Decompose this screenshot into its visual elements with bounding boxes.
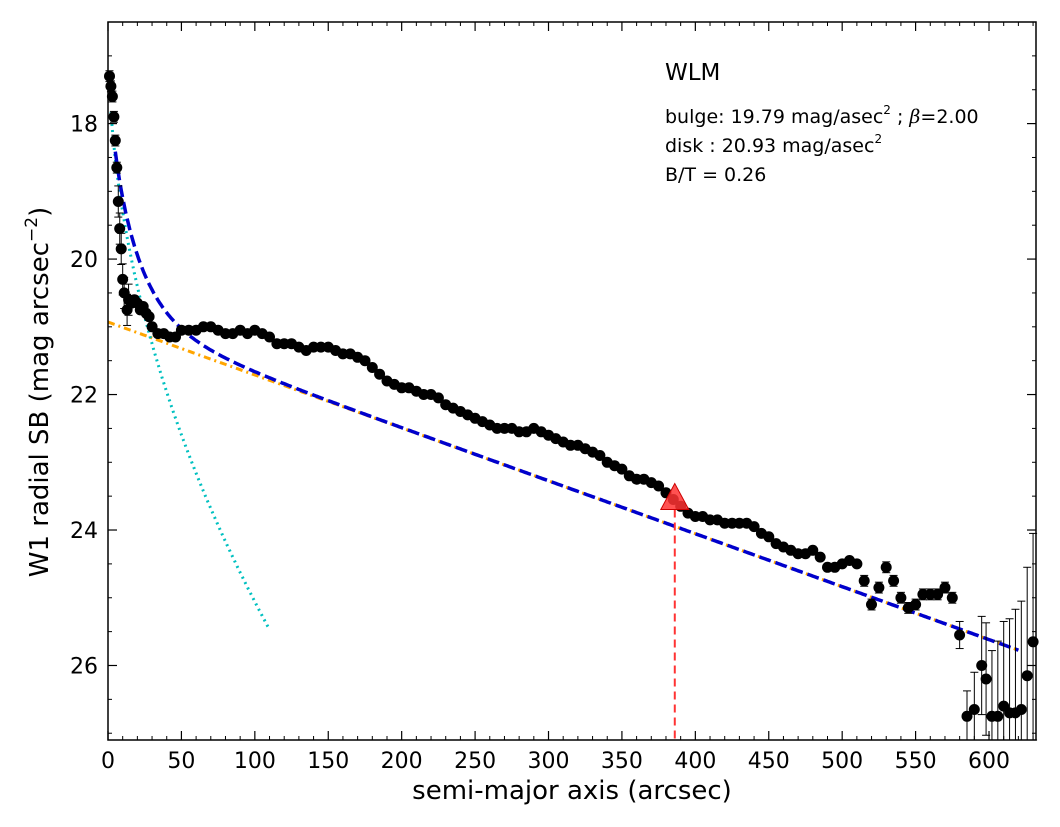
data-point bbox=[939, 582, 951, 594]
x-tick-label: 100 bbox=[234, 749, 276, 774]
data-point bbox=[866, 599, 877, 610]
data-point bbox=[851, 558, 863, 570]
data-point bbox=[117, 273, 129, 285]
y-axis-label: W1 radial SB (mag arcsec−2) bbox=[22, 207, 55, 577]
data-point bbox=[763, 531, 775, 543]
x-tick-label: 450 bbox=[748, 749, 790, 774]
bulge-parameters: bulge: 19.79 mag/asec2 ; β=2.00 bbox=[665, 103, 979, 128]
x-tick-label: 300 bbox=[528, 749, 570, 774]
data-point bbox=[858, 575, 870, 587]
data-point bbox=[807, 544, 819, 556]
data-point bbox=[976, 660, 988, 671]
x-tick-label: 50 bbox=[167, 749, 195, 774]
x-tick-label: 550 bbox=[895, 749, 937, 774]
data-point bbox=[910, 599, 922, 610]
data-point bbox=[1021, 670, 1033, 682]
x-tick-label: 0 bbox=[101, 749, 115, 774]
data-point bbox=[616, 463, 628, 475]
data-point bbox=[104, 70, 115, 82]
total-fit-curve bbox=[113, 151, 1020, 652]
y-tick-label: 26 bbox=[70, 654, 98, 679]
data-point bbox=[374, 368, 386, 380]
data-point bbox=[264, 331, 275, 343]
data-point bbox=[359, 355, 371, 367]
y-tick-label: 22 bbox=[70, 384, 98, 409]
bulge-fit-curve bbox=[109, 111, 271, 631]
data-point bbox=[106, 91, 118, 102]
data-point bbox=[1027, 636, 1039, 648]
data-point bbox=[873, 582, 885, 594]
marker-triangle bbox=[659, 482, 690, 511]
y-tick-label: 20 bbox=[70, 248, 98, 273]
y-tick-label: 24 bbox=[70, 519, 98, 544]
data-point bbox=[946, 592, 958, 604]
data-point bbox=[1015, 704, 1027, 715]
data-point bbox=[653, 480, 665, 492]
data-point bbox=[114, 223, 126, 235]
x-tick-label: 600 bbox=[968, 749, 1010, 774]
x-tick-label: 150 bbox=[307, 749, 349, 774]
data-point bbox=[112, 196, 124, 207]
data-point bbox=[814, 551, 826, 563]
axis-ticks: 0 50 100 150 200 250 300 350 400 450 500 550 600 18 20… bbox=[70, 22, 1036, 774]
error-bars bbox=[105, 70, 1038, 741]
data-point bbox=[115, 243, 127, 255]
data-point bbox=[366, 362, 378, 373]
threshold-marker bbox=[659, 482, 690, 740]
data-point bbox=[932, 588, 944, 600]
data-point bbox=[748, 521, 760, 533]
data-points bbox=[104, 70, 1039, 722]
data-point bbox=[109, 135, 121, 146]
x-tick-label: 500 bbox=[821, 749, 863, 774]
data-point bbox=[143, 311, 155, 323]
fit-curves bbox=[107, 111, 1020, 652]
plot-frame bbox=[107, 21, 1037, 741]
data-point bbox=[961, 710, 973, 722]
data-point bbox=[980, 673, 992, 685]
galaxy-name: WLM bbox=[665, 60, 720, 86]
x-tick-label: 350 bbox=[601, 749, 643, 774]
x-tick-label: 250 bbox=[454, 749, 496, 774]
data-point bbox=[111, 162, 123, 174]
data-point bbox=[594, 450, 606, 461]
bulge-to-total-ratio: B/T = 0.26 bbox=[665, 164, 766, 186]
x-axis-label: semi-major axis (arcsec) bbox=[412, 776, 732, 806]
x-tick-label: 400 bbox=[674, 749, 716, 774]
data-point bbox=[895, 592, 907, 604]
data-point bbox=[888, 575, 900, 587]
data-point bbox=[880, 561, 892, 573]
x-tick-label: 200 bbox=[381, 749, 423, 774]
data-point bbox=[954, 629, 966, 641]
data-point bbox=[968, 704, 980, 715]
data-point bbox=[992, 710, 1004, 722]
data-point bbox=[108, 111, 120, 123]
data-point bbox=[432, 392, 444, 404]
y-tick-label: 18 bbox=[70, 113, 98, 138]
disk-parameters: disk : 20.93 mag/asec2 bbox=[665, 132, 882, 157]
